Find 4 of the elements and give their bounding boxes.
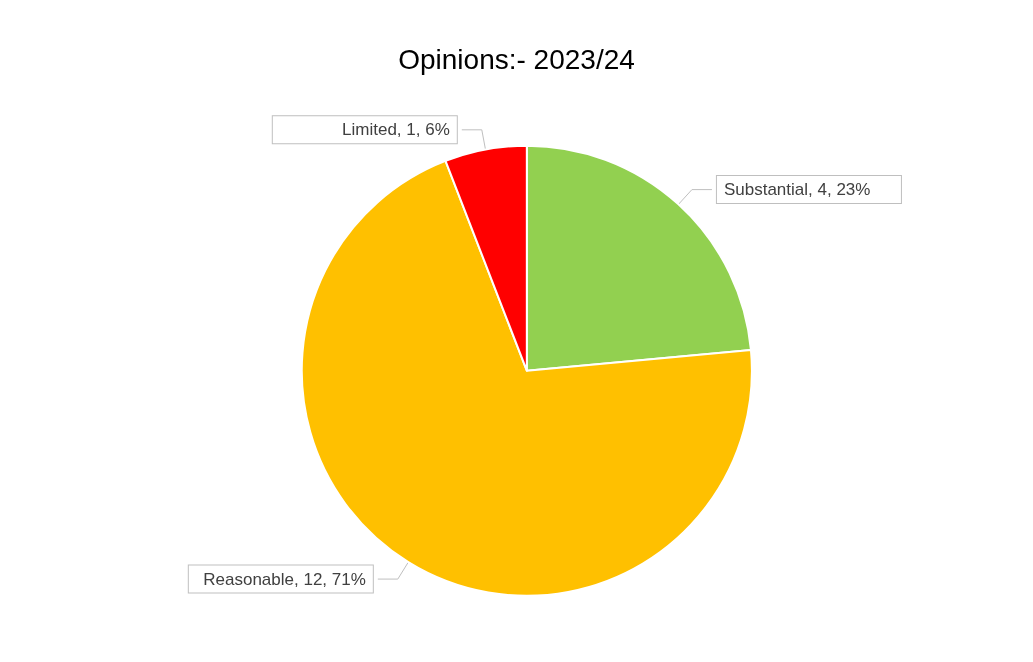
chart-title: Opinions:- 2023/24 xyxy=(398,43,635,75)
slice-label: Limited, 1, 6% xyxy=(342,120,450,140)
slice-label: Substantial, 4, 23% xyxy=(723,180,871,200)
slice-label: Reasonable, 12, 71% xyxy=(203,569,366,589)
